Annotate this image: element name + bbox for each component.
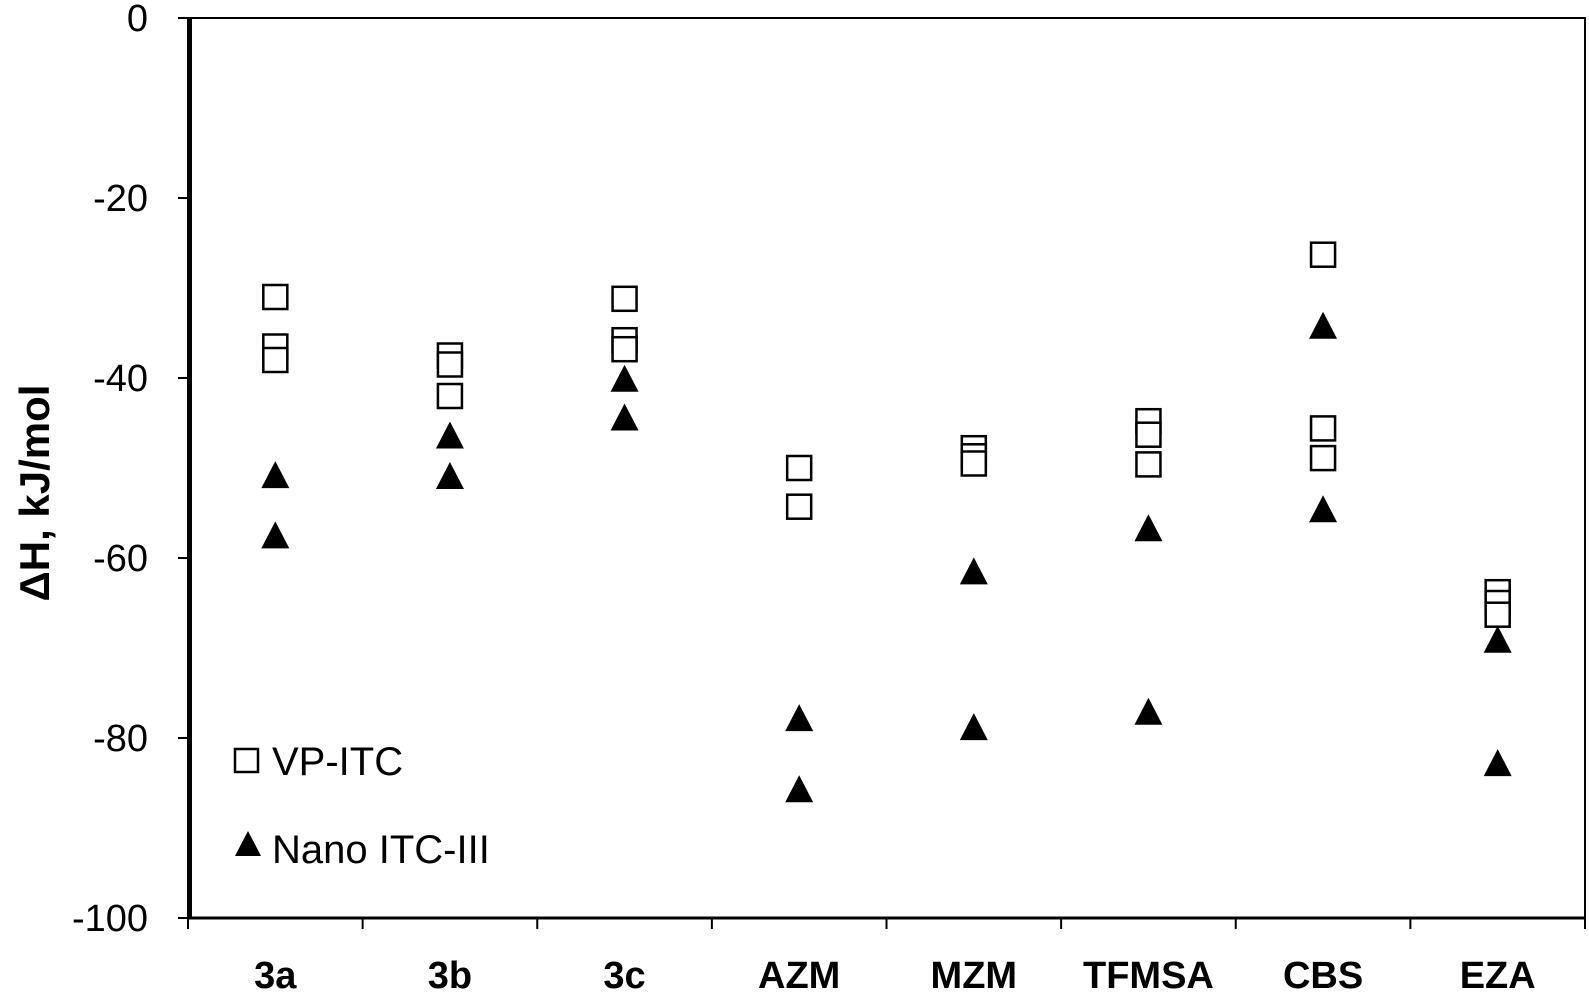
x-tick-label: MZM	[931, 955, 1018, 997]
y-axis-label: ΔH, kJ/mol	[11, 385, 58, 602]
vp-itc-point	[436, 351, 464, 378]
nano-itc-iii-point	[1483, 749, 1512, 777]
vp-itc-point	[1135, 451, 1162, 478]
x-tick-label: EZA	[1460, 955, 1536, 997]
vp-itc-point	[1309, 415, 1337, 442]
nano-itc-iii-point	[1483, 625, 1512, 653]
x-ticks: 3a 3b 3c AZM MZM TFMSA CBS EZA	[187, 918, 1586, 997]
y-tick-label: -100	[72, 898, 148, 940]
x-tick-label: 3a	[254, 955, 297, 997]
nano-itc-iii-point	[959, 557, 988, 585]
vp-itc-point	[960, 450, 988, 477]
x-tick-label: CBS	[1283, 955, 1363, 997]
nano-itc-iii-point	[261, 461, 290, 489]
vp-itc-point	[785, 493, 813, 520]
vp-itc-point	[1484, 601, 1511, 628]
nano-itc-iii-point	[435, 462, 464, 489]
y-ticks: 0 -20 -40 -60 -80 -100	[72, 0, 188, 940]
x-tick-label: TFMSA	[1083, 955, 1214, 997]
legend-label-vp-itc: VP-ITC	[272, 740, 403, 784]
x-tick-label: 3b	[428, 955, 472, 997]
nano-itc-iii-point	[1309, 311, 1338, 339]
nano-itc-iii-point	[1134, 514, 1163, 542]
y-tick-label: 0	[127, 0, 148, 40]
nano-itc-iii-point	[261, 521, 290, 549]
vp-itc-point	[436, 382, 464, 410]
legend-label-nano-itc-iii: Nano ITC-III	[272, 828, 490, 872]
x-tick-label: 3c	[603, 955, 645, 997]
vp-itc-point	[1309, 241, 1337, 268]
x-tick-label: AZM	[758, 955, 840, 997]
nano-itc-iii-point	[785, 704, 814, 732]
nano-itc-iii-point	[959, 713, 988, 741]
vp-itc-point	[262, 346, 289, 374]
legend-square-icon	[233, 747, 260, 774]
y-tick-label: -40	[93, 358, 148, 400]
vp-itc-point	[1135, 421, 1162, 448]
vp-itc-point	[262, 283, 289, 311]
nano-itc-iii-point	[1134, 697, 1163, 725]
legend-item-vp-itc: VP-ITC	[233, 740, 403, 784]
vp-itc-point	[1309, 444, 1337, 472]
nano-itc-iii-point	[785, 775, 814, 803]
nano-itc-iii-point	[610, 364, 639, 392]
data-marks	[261, 241, 1512, 803]
legend-item-nano-itc-iii: Nano ITC-III	[235, 828, 490, 872]
nano-itc-iii-point	[1309, 495, 1338, 523]
nano-itc-iii-point	[435, 421, 464, 449]
y-tick-label: -80	[93, 718, 148, 760]
vp-itc-point	[611, 335, 638, 363]
vp-itc-point	[785, 454, 813, 482]
vp-itc-point	[611, 285, 638, 313]
legend-triangle-icon	[235, 831, 261, 856]
y-tick-label: -20	[93, 178, 148, 220]
legend: VP-ITC Nano ITC-III	[233, 740, 490, 872]
y-tick-label: -60	[93, 538, 148, 580]
nano-itc-iii-point	[610, 403, 639, 431]
